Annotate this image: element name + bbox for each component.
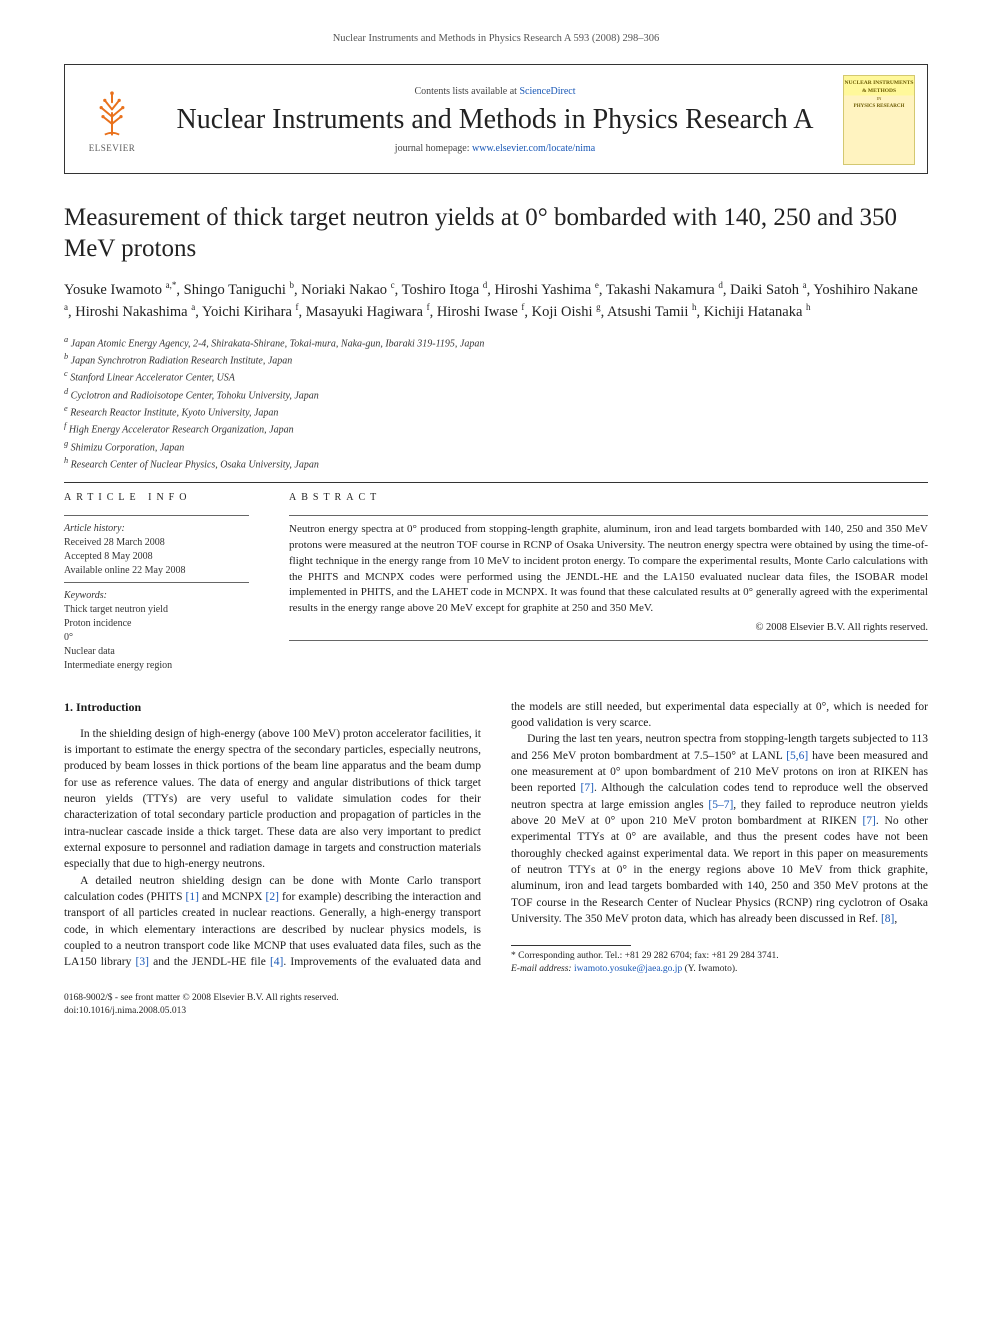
keywords-label: Keywords: bbox=[64, 589, 249, 603]
journal-homepage-link[interactable]: www.elsevier.com/locate/nima bbox=[472, 143, 595, 154]
history-accepted: Accepted 8 May 2008 bbox=[64, 550, 249, 564]
footnote-rule bbox=[511, 945, 631, 946]
citation-link[interactable]: [5,6] bbox=[786, 750, 808, 762]
citation-link[interactable]: [7] bbox=[862, 815, 875, 827]
journal-masthead: ELSEVIER Contents lists available at Sci… bbox=[64, 64, 928, 174]
article-info-column: article info Article history: Received 2… bbox=[64, 491, 249, 673]
affiliation-item: a Japan Atomic Energy Agency, 2-4, Shira… bbox=[64, 334, 928, 351]
keyword-item: Proton incidence bbox=[64, 617, 249, 631]
citation-link[interactable]: [2] bbox=[266, 891, 279, 903]
abstract-bottom-rule bbox=[289, 640, 928, 641]
article-history: Article history: Received 28 March 2008 … bbox=[64, 522, 249, 578]
affiliations-list: a Japan Atomic Energy Agency, 2-4, Shira… bbox=[64, 334, 928, 473]
contents-prefix: Contents lists available at bbox=[414, 86, 519, 97]
info-and-abstract: article info Article history: Received 2… bbox=[64, 491, 928, 673]
journal-cover-thumbnail: NUCLEAR INSTRUMENTS & METHODS IN PHYSICS… bbox=[843, 75, 915, 165]
abstract-text: Neutron energy spectra at 0° produced fr… bbox=[289, 522, 928, 618]
citation-link[interactable]: [7] bbox=[581, 782, 594, 794]
affiliation-item: e Research Reactor Institute, Kyoto Univ… bbox=[64, 403, 928, 420]
affiliation-item: b Japan Synchrotron Radiation Research I… bbox=[64, 351, 928, 368]
affiliation-item: g Shimizu Corporation, Japan bbox=[64, 438, 928, 455]
publisher-name: ELSEVIER bbox=[89, 142, 136, 154]
cover-line-2: IN bbox=[844, 96, 914, 102]
corr-author-line: * Corresponding author. Tel.: +81 29 282… bbox=[511, 950, 928, 963]
issn-copyright-line: 0168-9002/$ - see front matter © 2008 El… bbox=[64, 992, 928, 1005]
affiliation-item: h Research Center of Nuclear Physics, Os… bbox=[64, 455, 928, 472]
masthead-center: Contents lists available at ScienceDirec… bbox=[165, 85, 825, 156]
running-head: Nuclear Instruments and Methods in Physi… bbox=[64, 32, 928, 46]
abstract-heading: abstract bbox=[289, 491, 928, 505]
affiliation-item: f High Energy Accelerator Research Organ… bbox=[64, 420, 928, 437]
abstract-column: abstract Neutron energy spectra at 0° pr… bbox=[289, 491, 928, 673]
divider-rule bbox=[64, 482, 928, 483]
citation-link[interactable]: [4] bbox=[270, 956, 283, 968]
body-text: , bbox=[894, 913, 897, 925]
keyword-item: Nuclear data bbox=[64, 645, 249, 659]
email-tail: (Y. Iwamoto). bbox=[682, 964, 737, 974]
info-rule bbox=[64, 515, 249, 516]
footnote-block: * Corresponding author. Tel.: +81 29 282… bbox=[511, 945, 928, 976]
authors-list: Yosuke Iwamoto a,*, Shingo Taniguchi b, … bbox=[64, 279, 928, 324]
article-body: 1. Introduction In the shielding design … bbox=[64, 699, 928, 976]
doi-line: doi:10.1016/j.nima.2008.05.013 bbox=[64, 1005, 928, 1018]
journal-homepage-line: journal homepage: www.elsevier.com/locat… bbox=[165, 142, 825, 156]
citation-link[interactable]: [1] bbox=[186, 891, 199, 903]
keywords-block: Keywords: Thick target neutron yieldProt… bbox=[64, 589, 249, 673]
abstract-rule bbox=[289, 515, 928, 516]
elsevier-tree-icon bbox=[85, 86, 139, 140]
publisher-logo: ELSEVIER bbox=[77, 81, 147, 159]
corresponding-author-footnote: * Corresponding author. Tel.: +81 29 282… bbox=[511, 950, 928, 976]
body-paragraph: During the last ten years, neutron spect… bbox=[511, 731, 928, 927]
keyword-item: Thick target neutron yield bbox=[64, 603, 249, 617]
citation-link[interactable]: [3] bbox=[136, 956, 149, 968]
front-matter-footer: 0168-9002/$ - see front matter © 2008 El… bbox=[64, 992, 928, 1018]
section-heading-1: 1. Introduction bbox=[64, 699, 481, 716]
sciencedirect-link[interactable]: ScienceDirect bbox=[519, 86, 575, 97]
keyword-item: 0° bbox=[64, 631, 249, 645]
journal-title: Nuclear Instruments and Methods in Physi… bbox=[165, 104, 825, 136]
history-online: Available online 22 May 2008 bbox=[64, 564, 249, 578]
history-label: Article history: bbox=[64, 522, 249, 536]
abstract-copyright: © 2008 Elsevier B.V. All rights reserved… bbox=[289, 621, 928, 635]
body-text: and MCNPX bbox=[199, 891, 266, 903]
info-rule bbox=[64, 582, 249, 583]
citation-link[interactable]: [5–7] bbox=[708, 799, 733, 811]
author-email-link[interactable]: iwamoto.yosuke@jaea.go.jp bbox=[574, 964, 682, 974]
cover-line-1: NUCLEAR INSTRUMENTS & METHODS bbox=[844, 80, 914, 95]
article-title: Measurement of thick target neutron yiel… bbox=[64, 202, 928, 265]
contents-available-line: Contents lists available at ScienceDirec… bbox=[165, 85, 825, 99]
body-paragraph: In the shielding design of high-energy (… bbox=[64, 726, 481, 873]
keyword-item: Intermediate energy region bbox=[64, 659, 249, 673]
email-label: E-mail address: bbox=[511, 964, 574, 974]
body-text: and the JENDL-HE file bbox=[149, 956, 270, 968]
affiliation-item: d Cyclotron and Radioisotope Center, Toh… bbox=[64, 386, 928, 403]
article-info-heading: article info bbox=[64, 491, 249, 505]
history-received: Received 28 March 2008 bbox=[64, 536, 249, 550]
body-text: . No other experimental TTYs at 0° are a… bbox=[511, 815, 928, 925]
cover-line-3: PHYSICS RESEARCH bbox=[844, 104, 914, 111]
homepage-prefix: journal homepage: bbox=[395, 143, 472, 154]
citation-link[interactable]: [8] bbox=[881, 913, 894, 925]
affiliation-item: c Stanford Linear Accelerator Center, US… bbox=[64, 368, 928, 385]
